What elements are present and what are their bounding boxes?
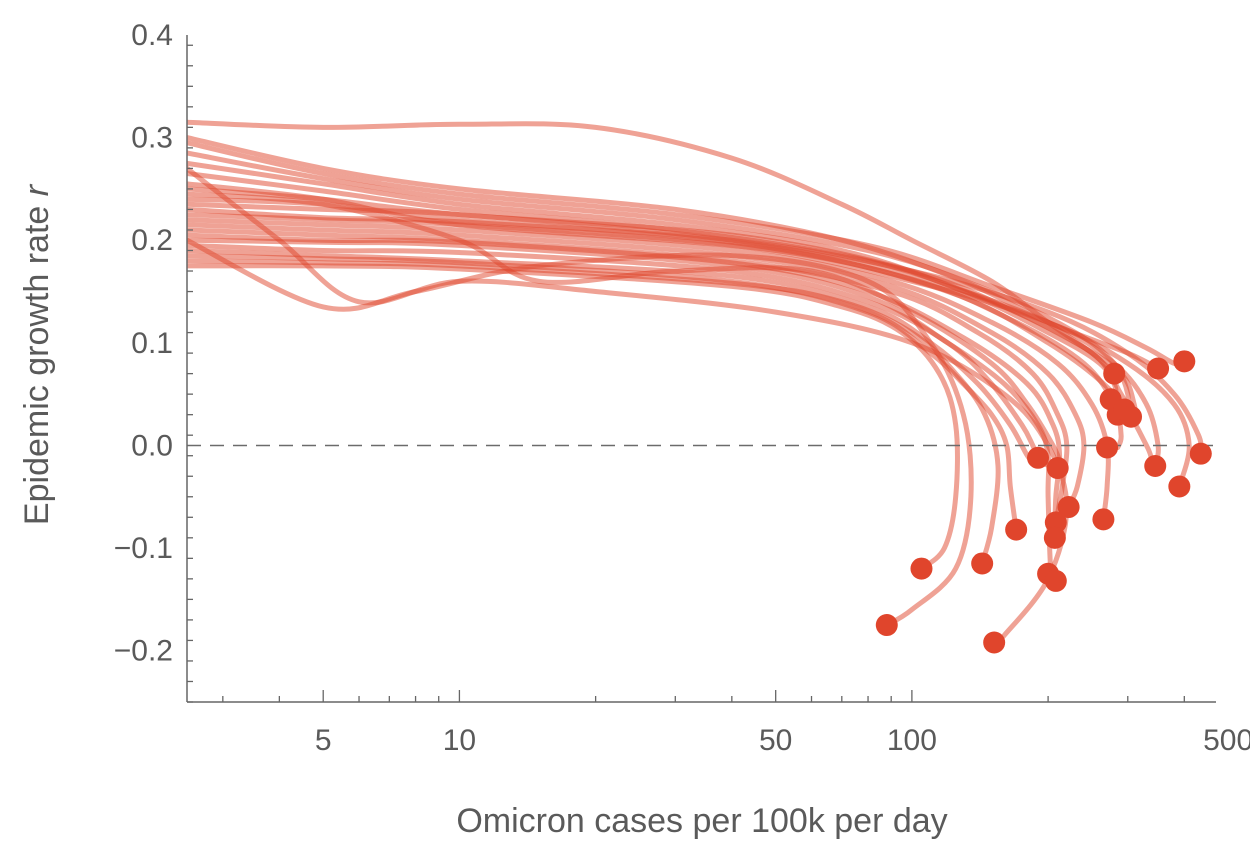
endpoint-marker-24	[1189, 442, 1212, 465]
endpoint-marker-13	[1092, 508, 1115, 531]
endpoint-markers	[875, 350, 1212, 654]
x-tick-label: 50	[759, 724, 792, 757]
trajectory-line-23	[187, 165, 1070, 645]
y-axis-title-variable: r	[18, 183, 56, 196]
trajectory-line-21	[187, 263, 960, 572]
y-tick-label: 0.3	[131, 122, 173, 155]
endpoint-marker-22	[1144, 454, 1167, 477]
endpoint-marker-11	[1043, 526, 1066, 549]
trajectory-line-7	[187, 186, 1119, 402]
trajectory-line-11	[187, 212, 1192, 489]
endpoint-marker-18	[1120, 405, 1143, 428]
endpoint-marker-20	[1147, 357, 1170, 380]
trajectory-line-17	[187, 242, 1041, 461]
y-axis-title: Epidemic growth rate r	[18, 183, 56, 525]
endpoint-marker-21	[1173, 350, 1196, 373]
endpoint-marker-12	[1057, 496, 1080, 519]
endpoint-marker-19	[1103, 362, 1126, 385]
x-tick-label: 500	[1203, 724, 1250, 757]
endpoint-marker-14	[1096, 436, 1119, 459]
trajectory-line-20	[187, 258, 1001, 566]
y-tick-label: 0.1	[131, 327, 173, 360]
trajectory-line-13	[187, 222, 1087, 510]
endpoint-marker-4	[983, 631, 1006, 654]
endpoint-marker-2	[910, 557, 933, 580]
y-tick-label: 0.2	[131, 224, 173, 257]
x-tick-label: 100	[887, 724, 937, 757]
endpoint-marker-9	[1044, 569, 1067, 592]
trajectory-line-25	[187, 191, 1065, 471]
endpoint-marker-5	[1005, 518, 1028, 541]
x-tick-label: 5	[315, 724, 332, 757]
endpoint-marker-7	[1046, 457, 1069, 480]
trajectory-line-3	[187, 140, 1187, 367]
y-tick-label: −0.2	[114, 635, 173, 668]
y-tick-label: −0.1	[114, 532, 173, 565]
x-tick-label: 10	[443, 724, 476, 757]
endpoint-marker-1	[875, 614, 898, 637]
y-tick-label: 0.4	[131, 19, 173, 52]
endpoint-marker-3	[971, 552, 994, 575]
y-tick-label: 0.0	[131, 429, 173, 462]
y-axis-title-text: Epidemic growth rate	[18, 196, 56, 525]
axes: −0.2 −0.1 0.0 0.1 0.2 0.3 0.4 5 10 50 100 500	[114, 19, 1250, 757]
endpoint-marker-6	[1027, 446, 1050, 469]
endpoint-marker-23	[1168, 475, 1191, 498]
trajectory-line-5	[187, 160, 1134, 418]
x-axis-title: Omicron cases per 100k per day	[456, 802, 947, 840]
